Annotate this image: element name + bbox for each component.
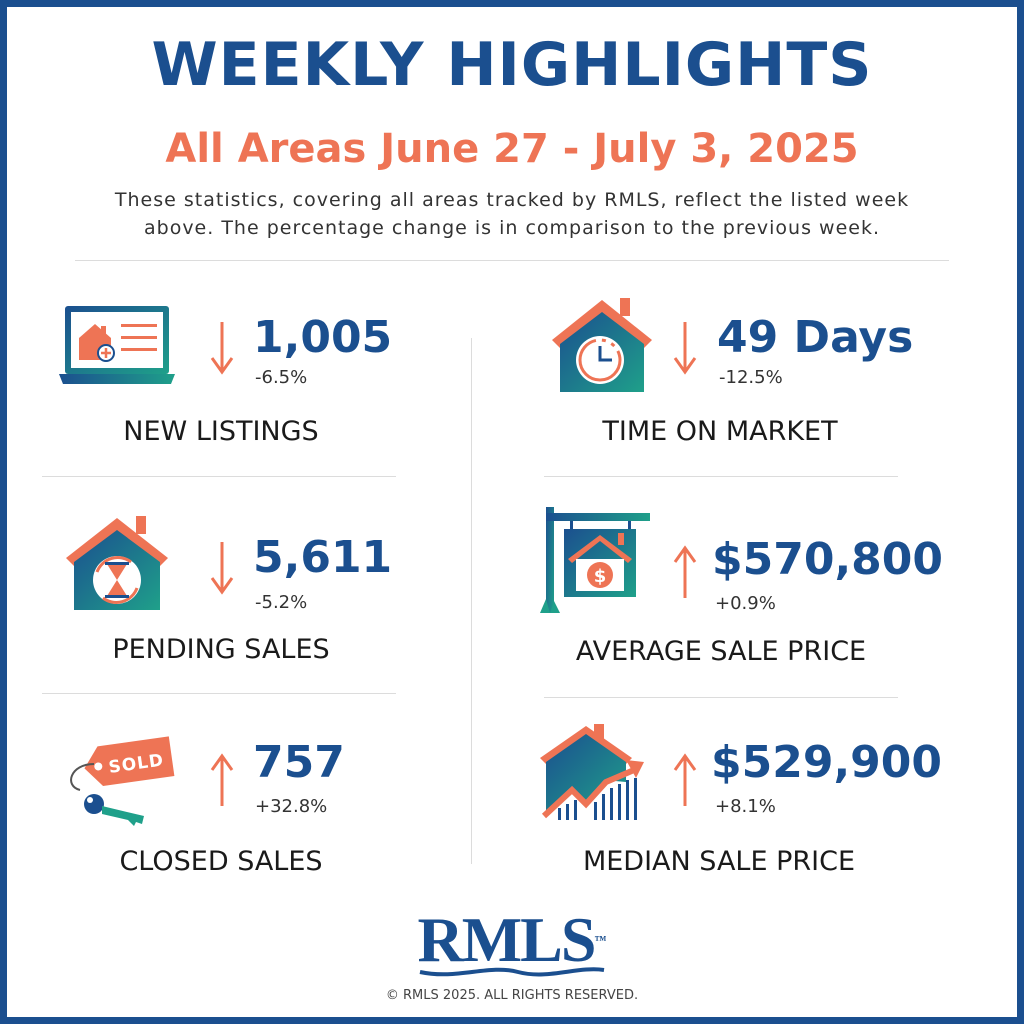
median-sale-price-change: +8.1% [715,796,776,817]
up-arrow-icon [209,752,235,808]
column-divider [471,338,472,864]
copyright-notice: © RMLS 2025. ALL RIGHTS RESERVED. [385,988,639,1003]
closed-sales-change: +32.8% [255,796,328,817]
average-sale-price-value: $570,800 [712,534,944,585]
row-divider-left-1 [42,476,396,477]
average-sale-price-label: AVERAGE SALE PRICE [575,636,867,667]
header-divider [75,260,949,261]
description-line-1: These statistics, covering all areas tra… [114,189,910,211]
time-on-market-change: -12.5% [719,367,783,388]
time-on-market-value: 49 Days [717,312,914,363]
pending-sales-value: 5,611 [253,532,393,583]
description: These statistics, covering all areas tra… [40,186,984,242]
rmls-logo-text: RMLS [417,904,597,975]
house-clock-icon [544,294,660,394]
logo-swoosh [419,967,605,977]
row-divider-right-2 [544,697,898,698]
house-chart-icon [536,722,650,824]
description-line-2: above. The percentage change is in compa… [143,217,880,239]
down-arrow-icon [672,320,698,376]
pending-sales-label: PENDING SALES [112,634,330,665]
down-arrow-icon [209,320,235,376]
laptop-house-icon [57,302,177,388]
average-sale-price-change: +0.9% [715,593,776,614]
row-divider-right-1 [544,476,898,477]
new-listings-label: NEW LISTINGS [123,416,319,447]
trademark-mark: ™ [594,933,607,947]
time-on-market-label: TIME ON MARKET [602,416,838,447]
closed-sales-value: 757 [253,737,345,788]
new-listings-change: -6.5% [255,367,308,388]
closed-sales-label: CLOSED SALES [119,846,323,877]
sold-tag-key-icon: SOLD [56,728,176,828]
rmls-logo: RMLS™ [0,905,1024,975]
new-listings-value: 1,005 [253,312,393,363]
median-sale-price-value: $529,900 [711,737,943,788]
up-arrow-icon [672,544,698,600]
down-arrow-icon [209,540,235,596]
house-hourglass-icon [64,512,170,612]
pending-sales-change: -5.2% [255,592,308,613]
svg-text:$: $ [594,566,607,587]
date-range-subtitle: All Areas June 27 - July 3, 2025 [165,126,859,172]
sale-sign-dollar-icon: $ [538,503,656,615]
median-sale-price-label: MEDIAN SALE PRICE [582,846,856,877]
page-title: WEEKLY HIGHLIGHTS [151,30,873,100]
row-divider-left-2 [42,693,396,694]
up-arrow-icon [672,752,698,808]
